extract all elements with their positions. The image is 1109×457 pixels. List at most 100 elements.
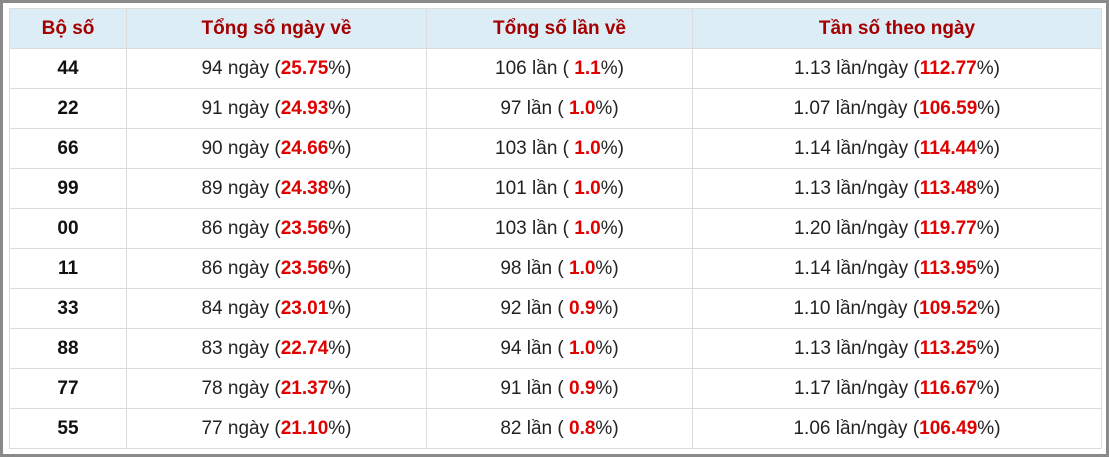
highlight-value: 23.01: [280, 297, 329, 319]
data-cell: 91 lần ( 0.9%): [426, 368, 693, 409]
cell-text: 88: [57, 337, 79, 359]
header-cell: Bộ số: [9, 8, 127, 49]
cell-text: %): [328, 297, 352, 319]
cell-text: %): [328, 257, 352, 279]
cell-text: %): [595, 417, 619, 439]
cell-text: 84 ngày (: [201, 297, 281, 319]
cell-text: 1.13 lần/ngày (: [793, 57, 920, 79]
data-cell: 1.07 lần/ngày (106.59%): [692, 88, 1102, 129]
cell-text: %): [328, 177, 352, 199]
data-row: 11 86 ngày (23.56%) 98 lần ( 1.0%) 1.14 lần…: [9, 248, 1102, 289]
cell-text: 00: [57, 217, 79, 239]
highlight-value: 113.48: [919, 177, 977, 199]
cell-text: %): [595, 257, 619, 279]
data-cell: 98 lần ( 1.0%): [426, 248, 693, 289]
highlight-value: 23.56: [280, 217, 329, 239]
cell-text: %): [976, 177, 1000, 199]
cell-text: %): [976, 137, 1000, 159]
stats-table: Bộ số Tổng số ngày về Tổng số lần về Tần số…: [9, 8, 1102, 449]
cell-text: 91 lần (: [500, 377, 569, 399]
data-row: 44 94 ngày (25.75%) 106 lần ( 1.1%) 1.13 lầ…: [9, 48, 1102, 89]
highlight-value: 0.9: [569, 297, 596, 319]
cell-text: %): [328, 217, 352, 239]
cell-text: %): [600, 177, 624, 199]
cell-text: %): [976, 217, 1000, 239]
data-cell: 83 ngày (22.74%): [126, 328, 427, 369]
cell-text: 1.17 lần/ngày (: [793, 377, 920, 399]
cell-text: %): [328, 97, 352, 119]
data-cell: 92 lần ( 0.9%): [426, 288, 693, 329]
highlight-value: 1.0: [574, 217, 601, 239]
data-cell: 99: [9, 168, 127, 209]
highlight-value: 0.8: [569, 417, 596, 439]
cell-text: 1.07 lần/ngày (: [793, 97, 920, 119]
cell-text: 97 lần (: [500, 97, 569, 119]
data-cell: 106 lần ( 1.1%): [426, 48, 693, 89]
cell-text: 83 ngày (: [201, 337, 281, 359]
data-cell: 66: [9, 128, 127, 169]
cell-text: 94 ngày (: [201, 57, 281, 79]
cell-text: 103 lần (: [495, 217, 575, 239]
data-cell: 1.13 lần/ngày (113.48%): [692, 168, 1102, 209]
highlight-value: 21.37: [280, 377, 329, 399]
data-row: 55 77 ngày (21.10%) 82 lần ( 0.8%) 1.06 lần…: [9, 408, 1102, 449]
data-cell: 1.14 lần/ngày (114.44%): [692, 128, 1102, 169]
data-cell: 22: [9, 88, 127, 129]
header-row: Bộ số Tổng số ngày về Tổng số lần về Tần số…: [9, 8, 1102, 49]
highlight-value: 1.0: [574, 137, 601, 159]
data-row: 99 89 ngày (24.38%) 101 lần ( 1.0%) 1.13 lầ…: [9, 168, 1102, 209]
data-row: 22 91 ngày (24.93%) 97 lần ( 1.0%) 1.07 lần…: [9, 88, 1102, 129]
highlight-value: 113.25: [919, 337, 977, 359]
cell-text: %): [977, 297, 1001, 319]
cell-text: %): [600, 217, 624, 239]
cell-text: 77: [57, 377, 79, 399]
cell-text: 66: [57, 137, 79, 159]
highlight-value: 24.38: [280, 177, 329, 199]
cell-text: 33: [57, 297, 79, 319]
data-cell: 1.13 lần/ngày (113.25%): [692, 328, 1102, 369]
cell-text: %): [328, 137, 352, 159]
cell-text: 92 lần (: [500, 297, 569, 319]
header-cell: Tần số theo ngày: [692, 8, 1102, 49]
cell-text: 1.20 lần/ngày (: [793, 217, 920, 239]
highlight-value: 1.0: [569, 97, 596, 119]
data-cell: 94 ngày (25.75%): [126, 48, 427, 89]
cell-text: %): [976, 257, 1000, 279]
data-cell: 1.14 lần/ngày (113.95%): [692, 248, 1102, 289]
data-cell: 103 lần ( 1.0%): [426, 208, 693, 249]
data-cell: 77: [9, 368, 127, 409]
data-cell: 1.06 lần/ngày (106.49%): [692, 408, 1102, 449]
cell-text: %): [976, 337, 1000, 359]
cell-text: 1.13 lần/ngày (: [793, 177, 920, 199]
highlight-value: 1.1: [574, 57, 601, 79]
cell-text: 1.13 lần/ngày (: [793, 337, 920, 359]
data-cell: 1.20 lần/ngày (119.77%): [692, 208, 1102, 249]
cell-text: %): [977, 97, 1001, 119]
highlight-value: 25.75: [280, 57, 329, 79]
cell-text: 89 ngày (: [201, 177, 281, 199]
data-cell: 97 lần ( 1.0%): [426, 88, 693, 129]
cell-text: %): [976, 57, 1000, 79]
data-cell: 82 lần ( 0.8%): [426, 408, 693, 449]
data-cell: 94 lần ( 1.0%): [426, 328, 693, 369]
cell-text: 99: [57, 177, 79, 199]
cell-text: 82 lần (: [500, 417, 569, 439]
highlight-value: 1.0: [569, 257, 596, 279]
data-cell: 11: [9, 248, 127, 289]
cell-text: 78 ngày (: [201, 377, 281, 399]
data-cell: 91 ngày (24.93%): [126, 88, 427, 129]
data-cell: 78 ngày (21.37%): [126, 368, 427, 409]
data-cell: 1.13 lần/ngày (112.77%): [692, 48, 1102, 89]
highlight-value: 106.59: [919, 97, 978, 119]
header-cell: Tổng số ngày về: [126, 8, 427, 49]
cell-text: %): [328, 57, 352, 79]
cell-text: 91 ngày (: [201, 97, 281, 119]
cell-text: 101 lần (: [495, 177, 575, 199]
cell-text: 22: [57, 97, 79, 119]
data-cell: 86 ngày (23.56%): [126, 248, 427, 289]
data-cell: 44: [9, 48, 127, 89]
data-cell: 90 ngày (24.66%): [126, 128, 427, 169]
cell-text: 94 lần (: [500, 337, 569, 359]
highlight-value: 116.67: [919, 377, 977, 399]
